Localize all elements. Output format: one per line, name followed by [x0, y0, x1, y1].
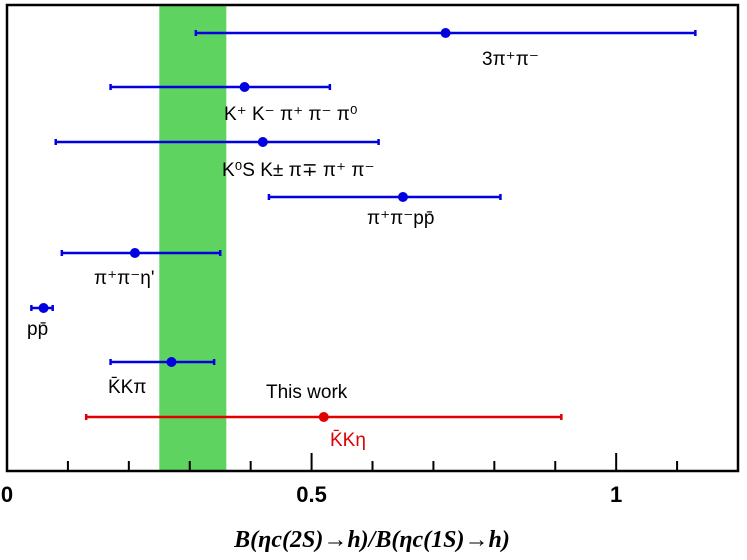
average-band — [159, 5, 227, 471]
tick-label: 1 — [610, 482, 622, 507]
point-marker — [129, 248, 140, 258]
series-label: π⁺π⁻pp̄ — [367, 208, 434, 229]
series-label: K̄Kη — [330, 430, 366, 451]
series-label: π⁺π⁻η' — [94, 268, 154, 289]
data-point-5 — [30, 303, 54, 313]
point-marker — [397, 192, 408, 202]
this-work-annotation: This work — [266, 382, 348, 403]
point-marker — [38, 303, 49, 313]
labels-layer: 3π⁺π⁻ K⁺ K⁻ π⁺ π⁻ π⁰ K⁰S K± π∓ π⁺ π⁻ π⁺π⁻pp… — [27, 49, 539, 451]
x-axis-title: B(ηc(2S)→h)/B(ηc(1S)→h) — [233, 527, 510, 553]
point-marker — [166, 357, 177, 367]
data-point-0 — [194, 28, 697, 38]
tick-label: 0.5 — [296, 482, 327, 507]
data-point-6 — [109, 357, 216, 367]
point-marker — [257, 137, 268, 147]
x-axis: 0 0.5 1 — [1, 453, 739, 507]
series-label: 3π⁺π⁻ — [482, 49, 539, 70]
data-point-2 — [54, 137, 380, 147]
series-label: pp̄ — [27, 319, 48, 340]
tick-label: 0 — [1, 482, 13, 507]
data-point-1 — [109, 82, 332, 92]
data-point-4 — [60, 248, 222, 258]
marks-layer — [30, 28, 697, 422]
series-label: K⁺ K⁻ π⁺ π⁻ π⁰ — [224, 104, 358, 125]
band-layer — [159, 5, 227, 471]
series-label: K̄Kπ — [108, 377, 146, 398]
data-point-7 — [84, 412, 563, 422]
series-label: K⁰S K± π∓ π⁺ π⁻ — [222, 160, 374, 181]
point-marker — [318, 412, 329, 422]
data-point-3 — [267, 192, 502, 202]
point-marker — [440, 28, 451, 38]
point-marker — [239, 82, 250, 92]
